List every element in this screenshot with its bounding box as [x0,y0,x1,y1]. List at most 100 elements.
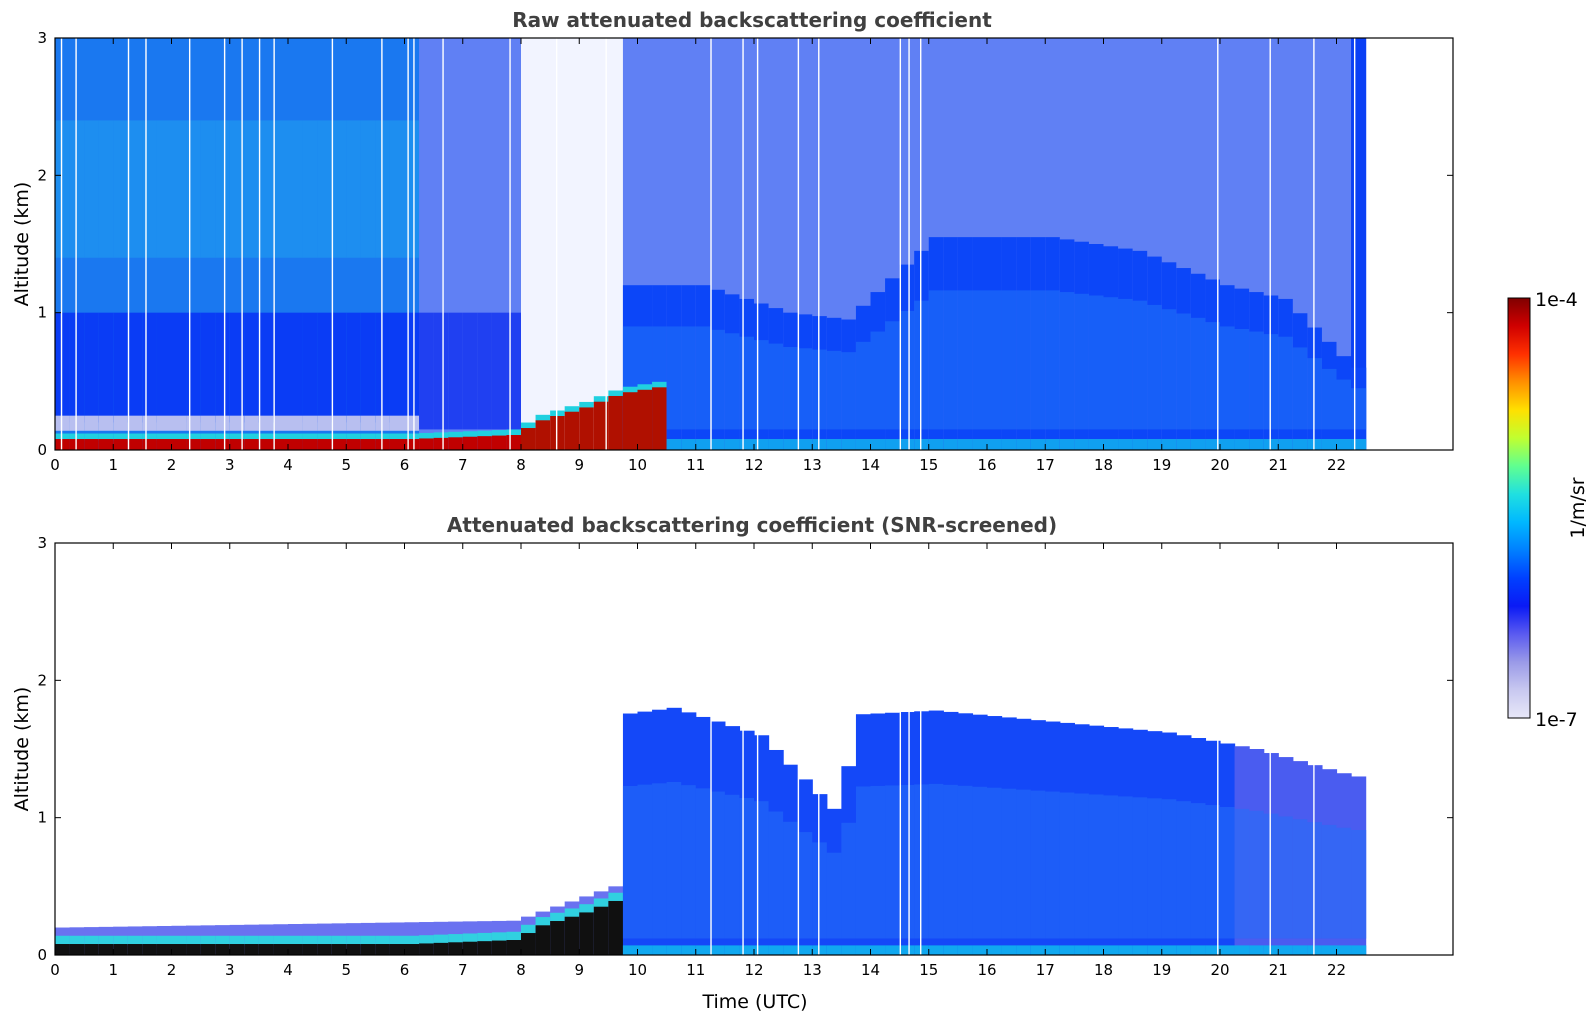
heatmap-cell-low-layer [433,437,449,450]
heatmap-cell-background [608,38,624,450]
heatmap-cell-lower-band [69,312,85,423]
heatmap-cell-low-layer [69,439,85,450]
missing-profile-line [442,38,444,450]
heatmap-cell-low-edge [69,935,85,946]
heatmap-cell-saturated [346,944,362,955]
heatmap-cell-low-layer [331,439,347,450]
heatmap-cell-low-edge [448,431,464,439]
heatmap-cell-pale-band [302,415,318,431]
heatmap-cell-mid-band [171,120,187,258]
heatmap-cell-aerosol-core [1088,794,1105,939]
x-tick-label: 16 [977,961,996,979]
heatmap-cell-saturated [433,942,449,955]
heatmap-cell-low-layer [84,439,100,450]
heatmap-cell-pale-band [404,415,420,431]
heatmap-cell-low-layer [273,439,289,450]
heatmap-cell-low-edge [433,432,449,440]
x-tick-label: 0 [50,961,60,979]
heatmap-cell-saturated [506,940,522,955]
heatmap-cell-surface [1205,439,1221,450]
heatmap-cell-low-edge [273,433,289,441]
heatmap-cell-low-edge [288,935,304,946]
heatmap-cell-mid-band [302,120,318,258]
heatmap-cell-lower-band [389,312,406,423]
missing-profile-line [797,543,800,955]
heatmap-cell-lower-band [331,312,347,423]
y-tick-label: 1 [37,304,47,322]
heatmap-cell-aerosol-core [710,791,726,939]
heatmap-cell-lower-band [419,312,435,430]
x-tick-label: 3 [225,961,235,979]
heatmap-cell-background [564,38,580,450]
heatmap-cell-low-edge [389,433,406,441]
heatmap-cell-low-edge [521,422,537,430]
heatmap-cell-surface [768,945,784,955]
heatmap-cell-surface [1220,945,1236,955]
heatmap-cell-aerosol-core [1220,326,1236,430]
heatmap-cell-surface [666,439,682,450]
heatmap-cell-pale-band [389,415,406,431]
x-tick-label: 14 [861,961,880,979]
heatmap-cell-surface [783,439,799,450]
heatmap-cell-surface [1263,945,1279,955]
heatmap-cell-surface [1176,439,1192,450]
heatmap-cell-surface [622,945,639,955]
heatmap-cell-aerosol-core [957,290,974,430]
heatmap-cell-low-layer [579,407,595,450]
heatmap-cell-background [593,38,609,450]
heatmap-cell-aerosol-core [622,785,639,939]
heatmap-cell-surface [1016,945,1032,955]
heatmap-cell-low-layer [258,439,275,450]
panel-screened: Attenuated backscattering coefficient (S… [11,513,1454,1013]
heatmap-cell-aerosol-core [768,811,784,939]
heatmap-cell-low-layer [142,439,158,450]
heatmap-cell-mid-band [346,120,362,258]
heatmap-cell-surface [1045,439,1061,450]
x-tick-label: 9 [574,456,584,474]
heatmap-cell-surface [754,439,770,450]
heatmap-cell-surface [957,439,974,450]
heatmap-cell-surface [652,945,668,955]
heatmap-cell-low-layer [506,435,522,450]
heatmap-cell-pale-band [55,415,71,431]
heatmap-cell-aerosol-core [666,781,682,939]
missing-profile-line [1269,543,1271,955]
plot-raw-heatmap [55,38,1367,450]
heatmap-cell-low-edge [302,433,318,441]
missing-profile-line [555,38,558,450]
heatmap-cell-surface [1030,945,1046,955]
heatmap-cell-surface [1278,439,1294,450]
heatmap-cell-pale-band [186,415,202,431]
heatmap-cell-lower-band [346,312,362,423]
heatmap-cell-low-edge [360,935,376,946]
heatmap-cell-pale-band [258,415,275,431]
heatmap-cell-surface [783,945,799,955]
heatmap-cell-low-edge [229,433,245,441]
heatmap-cell-surface [1176,945,1192,955]
heatmap-cell-saturated [564,916,580,955]
heatmap-cell-aerosol-core [1336,379,1352,430]
heatmap-cell-low-edge [142,433,158,441]
heatmap-cell-low-edge [550,410,566,418]
x-tick-label: 16 [977,456,996,474]
heatmap-cell-aerosol-core [754,340,770,430]
heatmap-cell-aerosol-core [1161,799,1177,939]
heatmap-cell-aerosol-core [1016,789,1032,939]
heatmap-cell-low-layer [302,439,318,450]
heatmap-cell-low-layer [448,437,464,450]
heatmap-cell-surface [710,945,726,955]
heatmap-cell-aerosol-core [1351,388,1367,430]
heatmap-cell-mid-band [142,120,158,258]
heatmap-cell-lower-band [360,312,376,423]
heatmap-cell-surface [1307,439,1323,450]
heatmap-cell-aerosol-core [724,794,741,939]
heatmap-cell-pale-band [229,415,245,431]
heatmap-cell-aerosol-core [943,784,959,939]
heatmap-cell-low-edge [579,401,595,409]
heatmap-cell-surface [1088,945,1105,955]
heatmap-cell-aerosol-core [1307,358,1323,430]
heatmap-cell-pale-band [113,415,129,431]
heatmap-cell-saturated [535,925,551,955]
heatmap-cell-lower-band [127,312,143,423]
